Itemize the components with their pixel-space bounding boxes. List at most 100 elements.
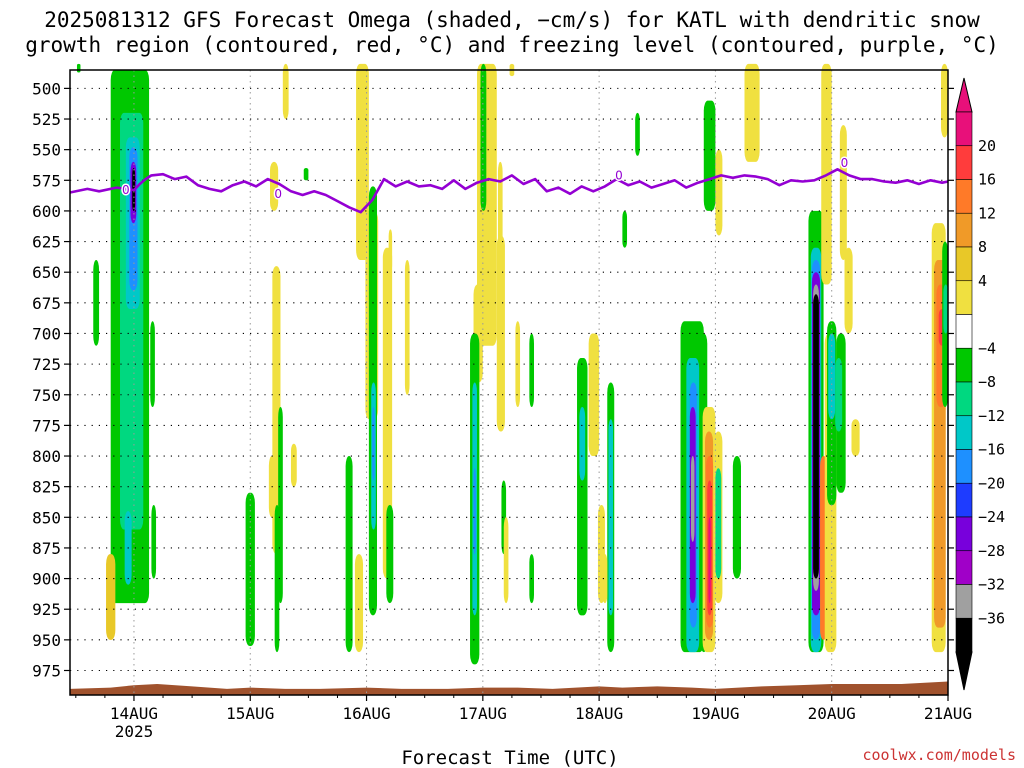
colorbar-label-5: −4	[978, 339, 996, 357]
title-line-1: 2025081312 GFS Forecast Omega (shaded, −…	[44, 8, 980, 32]
omega-feature-77	[813, 294, 819, 579]
omega-feature-38	[496, 235, 505, 432]
omega-feature-54	[635, 112, 640, 156]
omega-feature-83	[828, 333, 836, 420]
colorbar-swatch-1	[955, 145, 973, 180]
colorbar-label-9: −20	[978, 474, 1005, 492]
omega-feature-52	[602, 554, 608, 604]
omega-feature-16	[282, 63, 289, 120]
omega-feature-39	[497, 161, 503, 273]
omega-feature-48	[588, 333, 600, 457]
omega-feature-47	[579, 407, 586, 481]
omega-feature-37	[473, 468, 476, 555]
plot-area-background	[70, 70, 948, 695]
colorbar-swatch-0	[955, 111, 973, 147]
colorbar-swatch-8	[955, 381, 973, 417]
omega-feature-9	[151, 505, 157, 579]
x-tick-label-20AUG: 20AUG	[808, 704, 856, 723]
omega-feature-70	[715, 149, 723, 236]
omega-shading	[76, 63, 948, 665]
omega-feature-29	[386, 505, 394, 604]
omega-feature-94	[941, 63, 948, 138]
freezing-level-label-1: 0	[274, 187, 282, 201]
freezing-level-label-2: 0	[615, 168, 623, 182]
colorbar-swatch-10	[955, 449, 973, 484]
y-tick-label-675: 675	[32, 294, 61, 313]
omega-feature-25	[372, 407, 375, 481]
colorbar-top-arrow	[955, 77, 973, 113]
y-tick-label-650: 650	[32, 263, 61, 282]
colorbar-label-0: 20	[978, 137, 996, 155]
omega-feature-68	[732, 456, 742, 579]
omega-feature-88	[839, 125, 847, 260]
y-tick-label-825: 825	[32, 478, 61, 497]
colorbar-swatch-3	[955, 212, 973, 248]
x-tick-label-16AUG: 16AUG	[342, 704, 390, 723]
x-tick-label-21AUG: 21AUG	[924, 704, 972, 723]
omega-feature-18	[274, 505, 280, 653]
y-tick-label-875: 875	[32, 539, 61, 558]
colorbar-swatch-9	[955, 415, 973, 450]
freezing-level-line	[69, 168, 949, 214]
colorbar-swatch-14	[955, 584, 973, 619]
y-tick-label-600: 600	[32, 202, 61, 221]
omega-feature-28	[382, 247, 393, 579]
y-tick-label-500: 500	[32, 79, 61, 98]
x-tick-year-label: 2025	[115, 722, 154, 741]
freezing-level-label-0: 0	[122, 183, 130, 197]
omega-feature-87	[851, 419, 860, 457]
credit-text: coolwx.com/models	[862, 746, 1016, 764]
colorbar-swatch-6	[955, 314, 973, 349]
y-tick-label-925: 925	[32, 600, 61, 619]
colorbar-label-1: 16	[978, 171, 996, 189]
colorbar-label-3: 8	[978, 238, 987, 256]
colorbar-label-6: −8	[978, 373, 996, 391]
x-tick-label-18AUG: 18AUG	[575, 704, 623, 723]
colorbar-swatch-5	[955, 280, 973, 315]
ground-terrain	[70, 681, 948, 695]
omega-feature-10	[76, 63, 81, 73]
omega-feature-12	[245, 492, 255, 646]
omega-feature-8	[150, 321, 155, 408]
ground-surface	[70, 681, 948, 695]
plot-frame	[69, 69, 949, 696]
freezing-level-contour: 0 0 0 0	[69, 155, 949, 214]
y-axis: 500 525 550 575 600 625 650 675 700 725 750 775 800 8…	[32, 79, 954, 680]
omega-feature-6	[106, 554, 116, 640]
x-tick-label-14AUG: 14AUG	[110, 704, 158, 723]
colorbar-label-11: −28	[978, 542, 1005, 560]
colorbar-swatch-11	[955, 482, 973, 518]
colorbar-label-4: 4	[978, 272, 987, 290]
y-tick-label-575: 575	[32, 171, 61, 190]
y-tick-label-525: 525	[32, 110, 61, 129]
colorbar-label-13: −36	[978, 609, 1005, 627]
freezing-level-label-3: 0	[841, 156, 849, 170]
omega-feature-53	[622, 210, 628, 248]
y-tick-label-850: 850	[32, 508, 61, 527]
y-tick-label-900: 900	[32, 570, 61, 589]
colorbar-swatch-4	[955, 246, 973, 282]
omega-feature-85	[835, 357, 843, 432]
omega-feature-86	[844, 247, 853, 334]
x-tick-label-15AUG: 15AUG	[226, 704, 274, 723]
y-tick-label-725: 725	[32, 355, 61, 374]
y-tick-label-550: 550	[32, 141, 61, 160]
y-tick-label-950: 950	[32, 631, 61, 650]
colorbar-swatch-15	[955, 617, 973, 653]
omega-feature-26	[345, 456, 353, 653]
colorbar-label-12: −32	[978, 576, 1005, 594]
omega-feature-40	[515, 321, 521, 408]
colorbar-swatch-12	[955, 516, 973, 552]
omega-feature-13	[270, 161, 279, 211]
colorbar-swatch-2	[955, 179, 973, 214]
omega-feature-27	[354, 554, 364, 653]
omega-feature-95	[943, 284, 948, 334]
y-tick-label-625: 625	[32, 233, 61, 252]
colorbar-swatch-13	[955, 550, 973, 585]
omega-feature-44	[529, 333, 535, 408]
omega-feature-42	[503, 517, 509, 604]
y-tick-label-750: 750	[32, 386, 61, 405]
chart-title: 2025081312 GFS Forecast Omega (shaded, −…	[25, 8, 999, 57]
colorbar-label-2: 12	[978, 204, 996, 222]
